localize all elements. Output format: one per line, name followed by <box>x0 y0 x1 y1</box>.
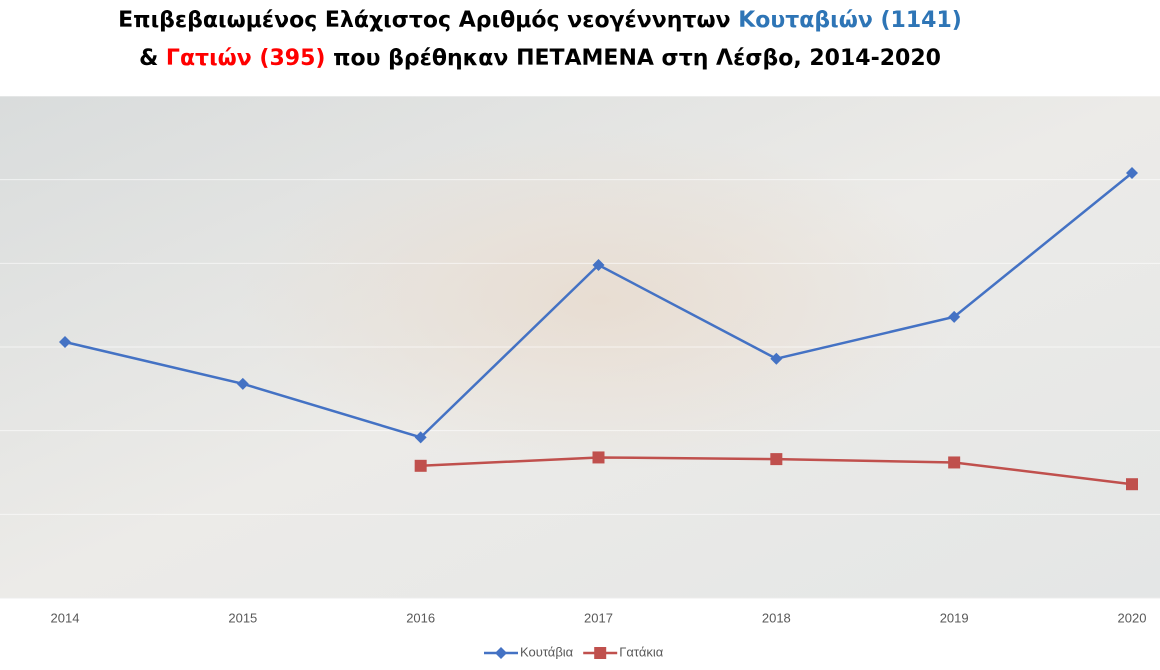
title-segment: που βρέθηκαν ΠΕΤΑΜΕΝΑ στη Λέσβο, 2014-20… <box>325 46 941 71</box>
marker <box>236 377 249 390</box>
marker <box>770 352 783 365</box>
x-tick-label: 2020 <box>1118 610 1147 625</box>
marker <box>414 459 427 472</box>
chart-title: Επιβεβαιωμένος Ελάχιστος Αριθμός νεογένν… <box>0 0 1080 78</box>
x-tick-label: 2018 <box>762 610 791 625</box>
marker <box>495 647 507 659</box>
legend: Κουτάβια Γατάκια <box>484 644 664 659</box>
marker <box>594 647 607 659</box>
marker <box>592 451 605 464</box>
marker <box>592 259 605 272</box>
x-tick-label: 2015 <box>228 610 257 625</box>
marker <box>948 310 961 323</box>
title-segment: & <box>139 46 166 71</box>
title-segment: Γατιών (395) <box>165 46 326 71</box>
photo-subject <box>240 130 960 470</box>
marker <box>1126 166 1138 179</box>
title-segment: Κουταβιών (1141) <box>738 8 962 33</box>
x-tick-label: 2014 <box>51 610 80 625</box>
marker <box>1126 478 1138 491</box>
marker <box>948 456 961 469</box>
x-tick-label: 2019 <box>940 610 969 625</box>
marker <box>414 431 427 444</box>
x-tick-label: 2016 <box>406 610 435 625</box>
title-line: Επιβεβαιωμένος Ελάχιστος Αριθμός νεογένν… <box>0 2 1080 40</box>
title-segment: Επιβεβαιωμένος Ελάχιστος Αριθμός νεογένν… <box>118 8 739 33</box>
series <box>414 451 1138 491</box>
series <box>59 166 1138 444</box>
marker <box>770 453 783 466</box>
title-line: & Γατιών (395) που βρέθηκαν ΠΕΤΑΜΕΝΑ στη… <box>0 40 1080 78</box>
x-tick-label: 2017 <box>584 610 613 625</box>
marker <box>59 335 71 348</box>
legend-label: Γατάκια <box>619 644 664 659</box>
legend-label: Κουτάβια <box>520 644 574 659</box>
